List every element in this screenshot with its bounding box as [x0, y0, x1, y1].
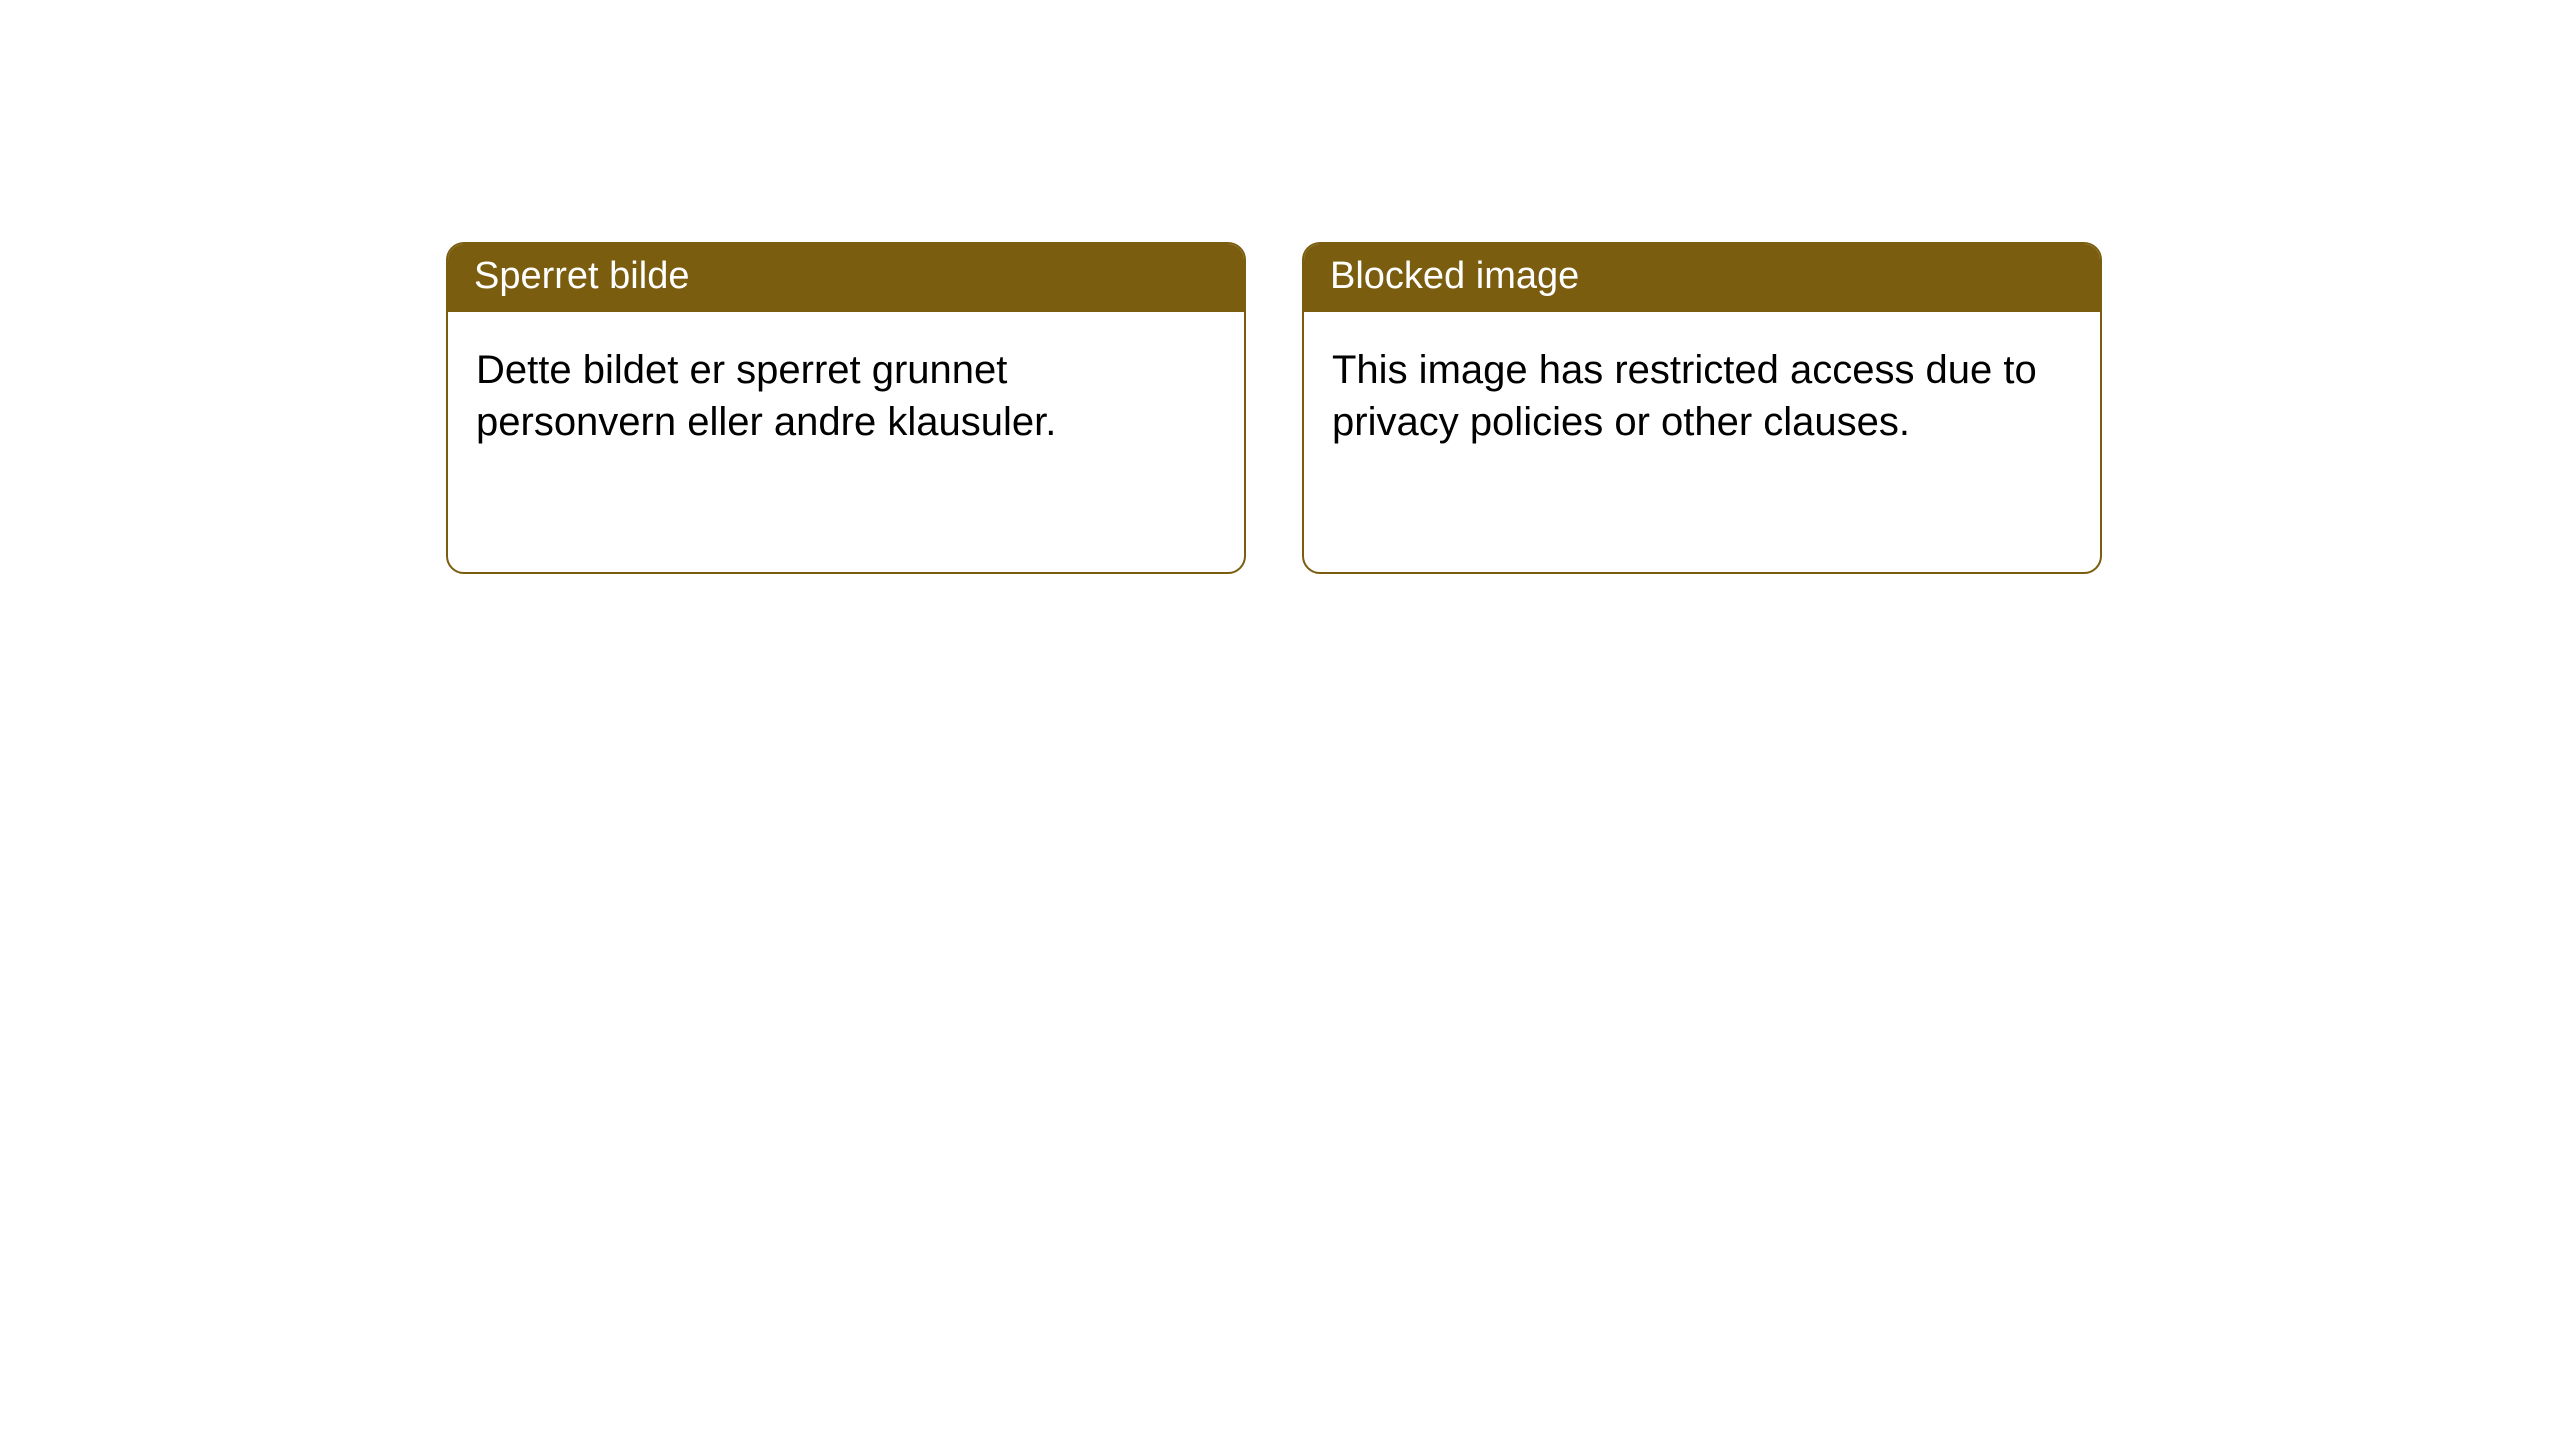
notice-card-english: Blocked image This image has restricted …	[1302, 242, 2102, 574]
notice-card-body: Dette bildet er sperret grunnet personve…	[448, 312, 1244, 478]
notice-card-title: Blocked image	[1304, 244, 2100, 312]
notice-card-row: Sperret bilde Dette bildet er sperret gr…	[0, 0, 2560, 574]
notice-card-norwegian: Sperret bilde Dette bildet er sperret gr…	[446, 242, 1246, 574]
notice-card-title: Sperret bilde	[448, 244, 1244, 312]
notice-card-body: This image has restricted access due to …	[1304, 312, 2100, 478]
